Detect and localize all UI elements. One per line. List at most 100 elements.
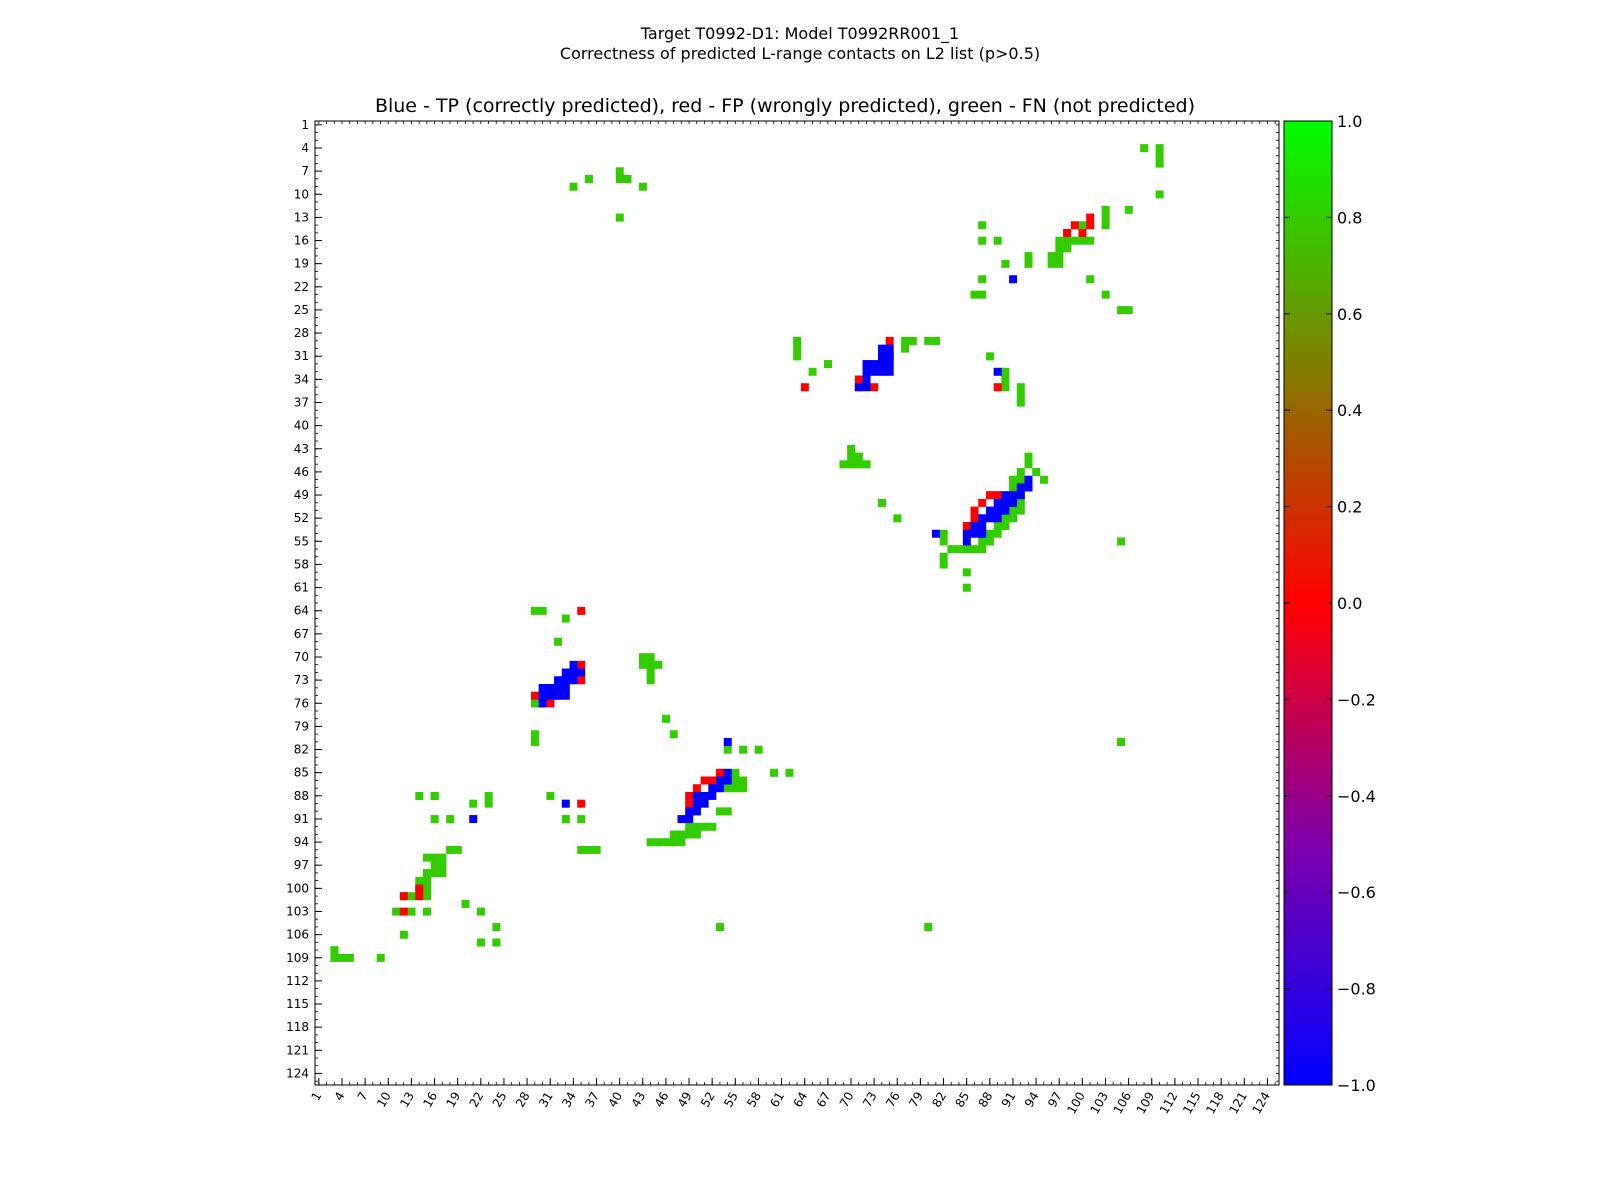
contact-cell-fn — [615, 174, 624, 183]
contact-cell-tp — [677, 815, 686, 824]
contact-cell-fn — [407, 907, 416, 916]
contact-cell-fp — [692, 784, 701, 793]
contact-cell-fn — [1016, 390, 1025, 399]
contact-cell-fn — [970, 545, 979, 554]
contact-cell-fn — [1078, 221, 1087, 230]
x-tick-label: 10 — [374, 1090, 394, 1110]
contact-cell-fn — [422, 892, 431, 901]
x-tick-label: 13 — [397, 1090, 417, 1110]
contact-cell-fn — [685, 830, 694, 839]
contact-cell-fn — [731, 776, 740, 785]
contact-cell-fn — [839, 460, 848, 469]
contact-cell-tp — [877, 360, 886, 369]
colorbar — [1283, 120, 1333, 1086]
contact-cell-tp — [870, 360, 879, 369]
contact-cell-fn — [1117, 306, 1126, 315]
contact-cell-tp — [877, 352, 886, 361]
y-tick-label: 115 — [286, 997, 309, 1011]
plot-area — [314, 120, 1280, 1086]
contact-cell-tp — [931, 529, 940, 538]
contact-cell-fn — [793, 352, 802, 361]
plot-title: Blue - TP (correctly predicted), red - F… — [374, 95, 1196, 117]
x-tick-label: 70 — [837, 1090, 857, 1110]
contact-cell-fn — [453, 845, 462, 854]
x-tick-label: 25 — [490, 1090, 510, 1110]
y-tick-label: 55 — [294, 534, 309, 548]
contact-cell-fn — [939, 552, 948, 561]
contact-cell-tp — [993, 514, 1002, 523]
contact-cell-tp — [692, 799, 701, 808]
contact-cell-tp — [561, 676, 570, 685]
contact-cell-fn — [993, 236, 1002, 245]
contact-cell-fp — [854, 375, 863, 384]
contact-cell-fn — [731, 768, 740, 777]
contact-cell-fn — [962, 583, 971, 592]
contact-cell-fn — [854, 452, 863, 461]
contact-cell-fp — [530, 691, 539, 700]
contact-cell-tp — [885, 344, 894, 353]
contact-cell-fn — [692, 822, 701, 831]
x-axis: 1 4 7 10 13 16 19 22 25 28 31 34 37 40 43 46 49 52 55 58 61 6… — [309, 121, 1276, 1116]
x-tick-label: 31 — [536, 1090, 556, 1110]
colorbar-tick-label: −0.4 — [1337, 787, 1376, 806]
contact-cell-tp — [554, 683, 563, 692]
contact-cell-fn — [847, 452, 856, 461]
contact-cell-fp — [1086, 213, 1095, 222]
contact-cell-fn — [1078, 236, 1087, 245]
x-tick-label: 1 — [309, 1090, 325, 1104]
contact-cell-fn — [615, 213, 624, 222]
colorbar-tick-label: −0.8 — [1337, 980, 1376, 999]
x-tick-label: 112 — [1157, 1090, 1181, 1117]
colorbar-tick-label: −1.0 — [1337, 1076, 1376, 1095]
x-tick-label: 124 — [1249, 1090, 1273, 1117]
colorbar-tick-label: 0.8 — [1337, 208, 1362, 227]
y-tick-label: 121 — [286, 1043, 309, 1057]
contact-cell-fn — [1117, 537, 1126, 546]
contact-cell-fn — [646, 660, 655, 669]
contact-cell-tp — [723, 768, 732, 777]
y-tick-label: 28 — [294, 326, 309, 340]
contact-cell-fp — [1063, 228, 1072, 237]
contact-cell-fn — [669, 730, 678, 739]
x-tick-label: 58 — [744, 1090, 764, 1110]
contact-cell-fn — [770, 768, 779, 777]
contact-cell-tp — [1009, 498, 1018, 507]
x-tick-label: 67 — [814, 1090, 834, 1110]
contact-cell-tp — [692, 791, 701, 800]
contact-cell-fn — [716, 807, 725, 816]
contact-cell-fn — [978, 236, 987, 245]
contact-cell-fn — [422, 869, 431, 878]
contact-cell-fn — [708, 822, 717, 831]
contact-cell-fp — [577, 660, 586, 669]
contact-cell-fn — [1001, 522, 1010, 531]
contact-cell-fp — [708, 776, 717, 785]
contact-cell-fn — [1063, 244, 1072, 253]
contact-cell-tp — [708, 784, 717, 793]
contact-cell-fn — [438, 853, 447, 862]
contact-cell-tp — [569, 676, 578, 685]
contact-cell-tp — [554, 676, 563, 685]
contact-cell-tp — [862, 375, 871, 384]
contact-cell-fn — [669, 830, 678, 839]
y-tick-label: 1 — [301, 118, 309, 132]
contact-cell-fn — [893, 514, 902, 523]
contact-cell-fp — [885, 336, 894, 345]
contact-cell-fn — [1001, 383, 1010, 392]
contact-cell-fn — [854, 460, 863, 469]
contact-cell-tp — [700, 791, 709, 800]
contact-cell-fn — [939, 537, 948, 546]
contact-cell-tp — [569, 668, 578, 677]
y-tick-label: 109 — [286, 951, 309, 965]
contact-cell-tp — [993, 506, 1002, 515]
contact-cell-fn — [492, 923, 501, 932]
contact-cell-fn — [1001, 375, 1010, 384]
contact-cell-fn — [469, 799, 478, 808]
contact-cell-tp — [1001, 506, 1010, 515]
contact-cell-fn — [438, 861, 447, 870]
contact-cell-fn — [862, 460, 871, 469]
contact-cell-tp — [962, 529, 971, 538]
colorbar-tick-label: 1.0 — [1337, 112, 1362, 131]
contact-cell-fn — [1009, 506, 1018, 515]
contact-cell-fn — [1101, 213, 1110, 222]
contact-cell-fn — [345, 953, 354, 962]
